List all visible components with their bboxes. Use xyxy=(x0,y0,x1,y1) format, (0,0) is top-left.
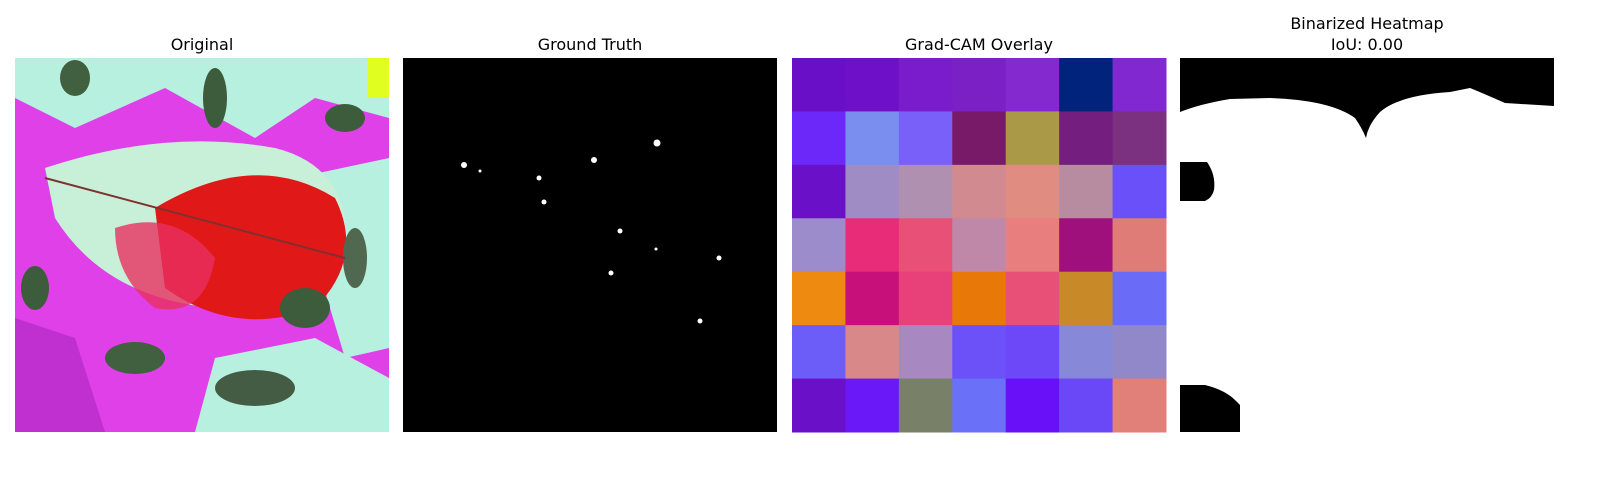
cam-cell xyxy=(845,164,900,219)
cam-cell xyxy=(1112,325,1167,380)
cam-cell xyxy=(1005,378,1060,433)
cam-cell xyxy=(952,58,1007,112)
ground-truth-mask xyxy=(403,58,777,432)
cam-cell xyxy=(845,218,900,273)
cam-cell xyxy=(792,378,846,433)
cam-cell xyxy=(898,164,953,219)
cam-cell xyxy=(792,325,846,380)
cam-cell xyxy=(845,111,900,166)
cam-cell xyxy=(1059,164,1114,219)
cam-cell xyxy=(1112,218,1167,273)
cam-cell xyxy=(1059,218,1114,273)
cam-cell xyxy=(1005,58,1060,112)
cam-cell xyxy=(1059,58,1114,112)
cam-cell xyxy=(792,164,846,219)
gradcam-overlay xyxy=(792,58,1167,433)
cam-cell xyxy=(952,111,1007,166)
cam-cell xyxy=(845,271,900,326)
cam-cell xyxy=(1059,325,1114,380)
cam-cell xyxy=(898,58,953,112)
cam-cell xyxy=(1005,271,1060,326)
cam-cell xyxy=(898,111,953,166)
cam-cell xyxy=(1112,271,1167,326)
cam-cell xyxy=(792,218,846,273)
cam-cell xyxy=(1112,111,1167,166)
cam-cell xyxy=(1005,218,1060,273)
cam-cell xyxy=(898,378,953,433)
cam-cell xyxy=(1059,111,1114,166)
cam-cell xyxy=(1005,325,1060,380)
cam-cell xyxy=(952,325,1007,380)
panel-title: Original xyxy=(171,35,234,54)
original-image xyxy=(15,58,389,432)
cam-cell xyxy=(792,111,846,166)
cam-cell xyxy=(845,325,900,380)
cam-cell xyxy=(792,58,846,112)
cam-cell xyxy=(1005,111,1060,166)
panel-title: Grad-CAM Overlay xyxy=(905,35,1053,54)
cam-cell xyxy=(952,378,1007,433)
panel-title: Binarized Heatmap xyxy=(1290,14,1443,33)
cam-cell xyxy=(952,218,1007,273)
cam-cell xyxy=(898,271,953,326)
panel-subtitle: IoU: 0.00 xyxy=(1331,35,1403,54)
cam-cell xyxy=(1005,164,1060,219)
cam-cell xyxy=(845,58,900,112)
cam-cell xyxy=(898,218,953,273)
cam-cell xyxy=(898,325,953,380)
cam-cell xyxy=(845,378,900,433)
cam-cell xyxy=(952,164,1007,219)
cam-cell xyxy=(1112,164,1167,219)
cam-cell xyxy=(1059,271,1114,326)
cam-cell xyxy=(792,271,846,326)
binarized-heatmap xyxy=(1180,58,1554,432)
panel-title: Ground Truth xyxy=(538,35,643,54)
cam-cell xyxy=(1112,378,1167,433)
cam-cell xyxy=(1059,378,1114,433)
cam-cell xyxy=(952,271,1007,326)
cam-cell xyxy=(1112,58,1167,112)
